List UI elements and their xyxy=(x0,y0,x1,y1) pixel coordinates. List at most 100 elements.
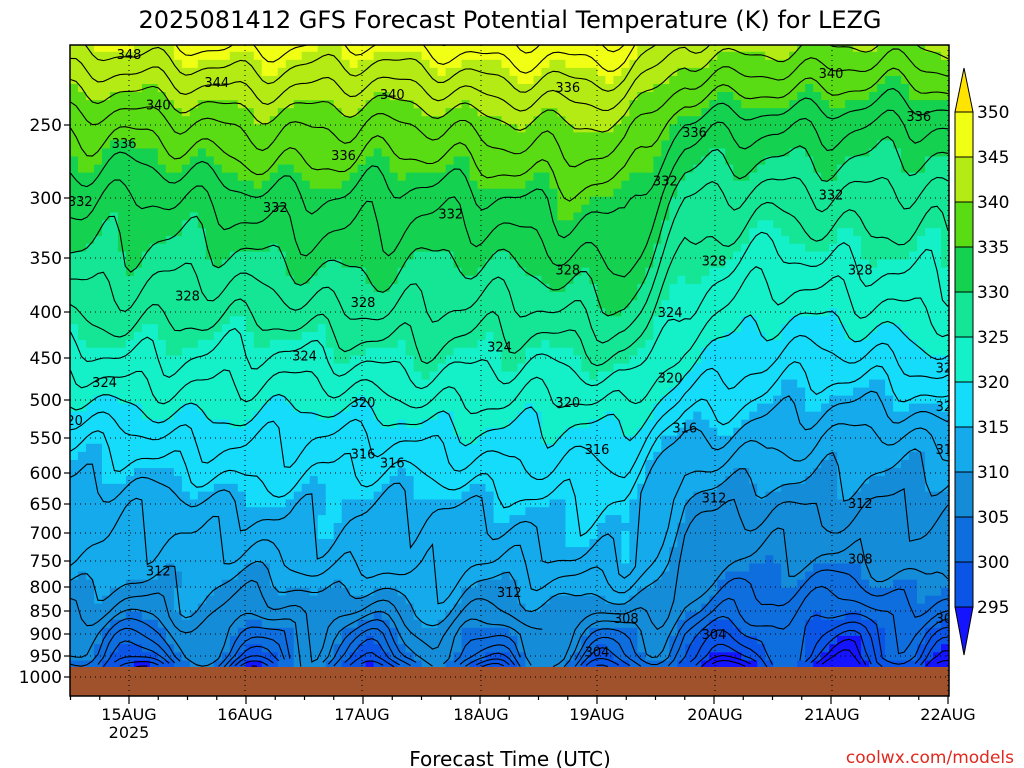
theta-cell xyxy=(517,275,527,285)
theta-cell xyxy=(405,228,415,237)
theta-cell xyxy=(349,387,359,397)
theta-cell xyxy=(149,148,159,158)
theta-cell xyxy=(501,411,511,421)
theta-cell xyxy=(477,515,487,524)
theta-cell xyxy=(309,212,319,221)
theta-cell xyxy=(157,395,167,405)
theta-cell xyxy=(381,627,391,637)
theta-cell xyxy=(485,363,495,373)
theta-cell xyxy=(501,476,511,485)
theta-cell xyxy=(541,92,551,101)
theta-cell xyxy=(77,140,87,150)
theta-cell xyxy=(181,196,191,206)
theta-cell xyxy=(221,476,231,485)
theta-cell xyxy=(101,324,111,333)
theta-cell xyxy=(549,371,559,381)
theta-cell xyxy=(405,451,415,461)
theta-cell xyxy=(533,267,543,277)
theta-cell xyxy=(149,411,159,421)
theta-cell xyxy=(221,235,231,245)
theta-cell xyxy=(349,251,359,261)
theta-cell xyxy=(501,267,511,277)
theta-cell xyxy=(213,92,223,101)
theta-cell xyxy=(317,347,327,357)
theta-cell xyxy=(93,515,103,524)
theta-cell xyxy=(277,579,287,589)
theta-cell xyxy=(525,67,535,77)
theta-cell xyxy=(485,45,495,53)
theta-cell xyxy=(541,523,551,532)
theta-cell xyxy=(549,267,559,277)
theta-cell xyxy=(365,267,375,277)
theta-cell xyxy=(181,339,191,349)
theta-cell xyxy=(405,603,415,613)
theta-cell xyxy=(173,140,183,150)
theta-cell xyxy=(373,228,383,237)
theta-cell xyxy=(485,395,495,405)
theta-cell xyxy=(381,563,391,573)
theta-cell xyxy=(533,499,543,508)
theta-cell xyxy=(461,483,471,493)
theta-cell xyxy=(445,387,455,397)
theta-cell xyxy=(381,459,391,469)
theta-cell xyxy=(77,332,87,341)
theta-cell xyxy=(189,124,199,133)
theta-cell xyxy=(101,51,111,61)
theta-cell xyxy=(317,555,327,565)
theta-cell xyxy=(541,363,551,373)
theta-cell xyxy=(445,530,455,540)
theta-cell xyxy=(85,243,95,253)
theta-cell xyxy=(461,220,471,229)
theta-cell xyxy=(453,339,463,349)
theta-cell xyxy=(357,443,367,453)
theta-cell xyxy=(117,427,127,437)
theta-cell xyxy=(173,483,183,493)
theta-cell xyxy=(469,660,479,670)
theta-cell xyxy=(165,116,175,125)
theta-cell xyxy=(133,571,143,581)
theta-cell xyxy=(293,292,303,301)
theta-cell xyxy=(133,603,143,613)
theta-cell xyxy=(397,507,407,516)
theta-cell xyxy=(549,228,559,237)
theta-cell xyxy=(493,339,503,349)
theta-cell xyxy=(93,124,103,133)
theta-cell xyxy=(429,204,439,214)
theta-cell xyxy=(317,243,327,253)
theta-cell xyxy=(389,355,399,365)
theta-cell xyxy=(341,67,351,77)
theta-cell xyxy=(533,124,543,133)
theta-cell xyxy=(93,83,103,93)
theta-cell xyxy=(77,515,87,524)
theta-cell xyxy=(77,603,87,613)
theta-cell xyxy=(269,228,279,237)
theta-cell xyxy=(229,507,239,516)
theta-cell xyxy=(189,156,199,166)
theta-cell xyxy=(461,411,471,421)
theta-cell xyxy=(237,507,247,516)
theta-cell xyxy=(429,451,439,461)
theta-cell xyxy=(549,188,559,198)
theta-cell xyxy=(141,419,151,429)
theta-cell xyxy=(197,292,207,301)
theta-cell xyxy=(133,259,143,269)
theta-cell xyxy=(245,587,255,597)
theta-cell xyxy=(277,283,287,293)
theta-cell xyxy=(365,75,375,85)
theta-cell xyxy=(141,180,151,190)
theta-cell xyxy=(549,476,559,485)
theta-cell xyxy=(293,547,303,556)
theta-cell xyxy=(357,283,367,293)
theta-cell xyxy=(485,196,495,206)
theta-cell xyxy=(365,644,375,653)
theta-cell xyxy=(301,292,311,301)
theta-cell xyxy=(549,124,559,133)
theta-cell xyxy=(557,403,567,413)
theta-cell xyxy=(349,59,359,69)
theta-cell xyxy=(125,491,135,501)
theta-cell xyxy=(245,180,255,190)
theta-cell xyxy=(421,267,431,277)
theta-cell xyxy=(493,300,503,309)
theta-cell xyxy=(117,316,127,325)
